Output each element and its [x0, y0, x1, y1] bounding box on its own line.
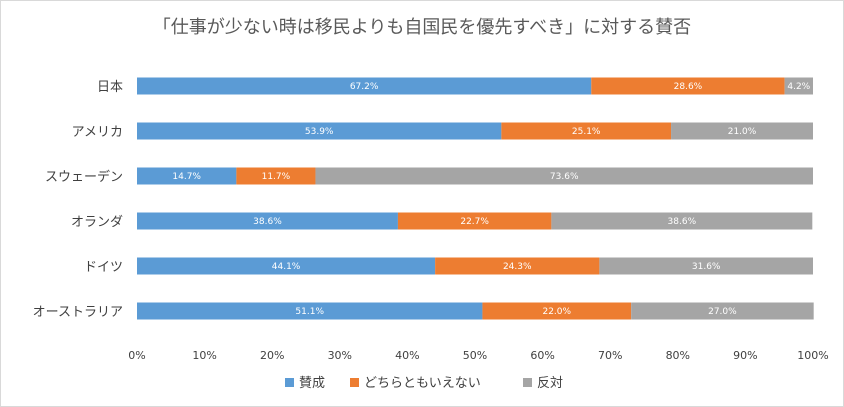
bar-segment	[137, 257, 436, 275]
legend: 賛成 どちらともいえない 反対	[285, 376, 563, 391]
data-label: 21.0%	[728, 127, 757, 137]
data-label: 11.7%	[262, 172, 291, 182]
legend-swatch	[350, 378, 359, 387]
bar-segment	[137, 77, 592, 95]
x-tick-label: 40%	[395, 349, 419, 362]
legend-label: 反対	[537, 376, 563, 391]
legend-swatch	[523, 378, 532, 387]
x-tick-label: 30%	[328, 349, 352, 362]
bar-segment	[501, 122, 672, 140]
bar-segment	[671, 122, 813, 140]
x-tick-label: 50%	[463, 349, 487, 362]
data-label: 53.9%	[305, 127, 334, 137]
legend-label: 賛成	[299, 376, 325, 391]
x-tick-label: 60%	[530, 349, 554, 362]
category-label: オーストラリア	[33, 305, 123, 320]
bar-segment	[599, 257, 813, 275]
category-label: アメリカ	[72, 125, 123, 140]
data-label: 67.2%	[350, 82, 379, 92]
category-label: スウェーデン	[45, 169, 123, 185]
data-label: 38.6%	[253, 217, 282, 227]
chart-title: 「仕事が少ない時は移民よりも自国民を優先すべき」に対する賛否	[153, 17, 691, 38]
x-tick-label: 100%	[797, 349, 828, 362]
legend-swatch	[285, 378, 294, 387]
data-label: 14.7%	[172, 172, 201, 182]
x-tick-label: 70%	[598, 349, 622, 362]
data-label: 24.3%	[503, 262, 532, 272]
value-axis: 0% 10% 20% 30% 40% 50% 60% 70% 80% 90% 100%	[128, 349, 828, 362]
bar-segment	[784, 77, 813, 95]
data-label: 31.6%	[692, 262, 721, 272]
bar-segment	[137, 212, 398, 230]
legend-label: どちらともいえない	[364, 376, 481, 391]
x-tick-label: 20%	[260, 349, 284, 362]
bar-segment	[137, 167, 237, 185]
x-tick-label: 80%	[666, 349, 690, 362]
data-label: 73.6%	[550, 172, 579, 182]
data-label: 38.6%	[668, 217, 697, 227]
data-label: 25.1%	[572, 127, 601, 137]
bar-segment	[236, 167, 316, 185]
category-label: ドイツ	[84, 260, 123, 275]
data-label: 28.6%	[674, 82, 703, 92]
category-label: 日本	[97, 80, 123, 95]
bar-segment	[482, 302, 632, 320]
bar-segment	[137, 122, 502, 140]
data-label: 44.1%	[272, 262, 301, 272]
bar-segment	[551, 212, 813, 230]
x-tick-label: 90%	[733, 349, 757, 362]
category-label: オランダ	[71, 215, 123, 230]
data-label: 22.0%	[542, 307, 571, 317]
data-label: 4.2%	[787, 82, 810, 92]
bar-segment	[315, 167, 813, 185]
bar-segment	[591, 77, 785, 95]
bar-segment	[137, 302, 483, 320]
bar-segment	[631, 302, 814, 320]
x-tick-label: 10%	[192, 349, 216, 362]
bar-segment	[397, 212, 552, 230]
data-label: 27.0%	[708, 307, 737, 317]
plot-area: 67.2% 28.6% 4.2% 53.9% 25.1% 21.0% 14.7% 11.7% 7…	[137, 77, 814, 320]
bar-segment	[435, 257, 600, 275]
x-tick-label: 0%	[128, 349, 145, 362]
data-label: 51.1%	[295, 307, 324, 317]
data-label: 22.7%	[460, 217, 489, 227]
